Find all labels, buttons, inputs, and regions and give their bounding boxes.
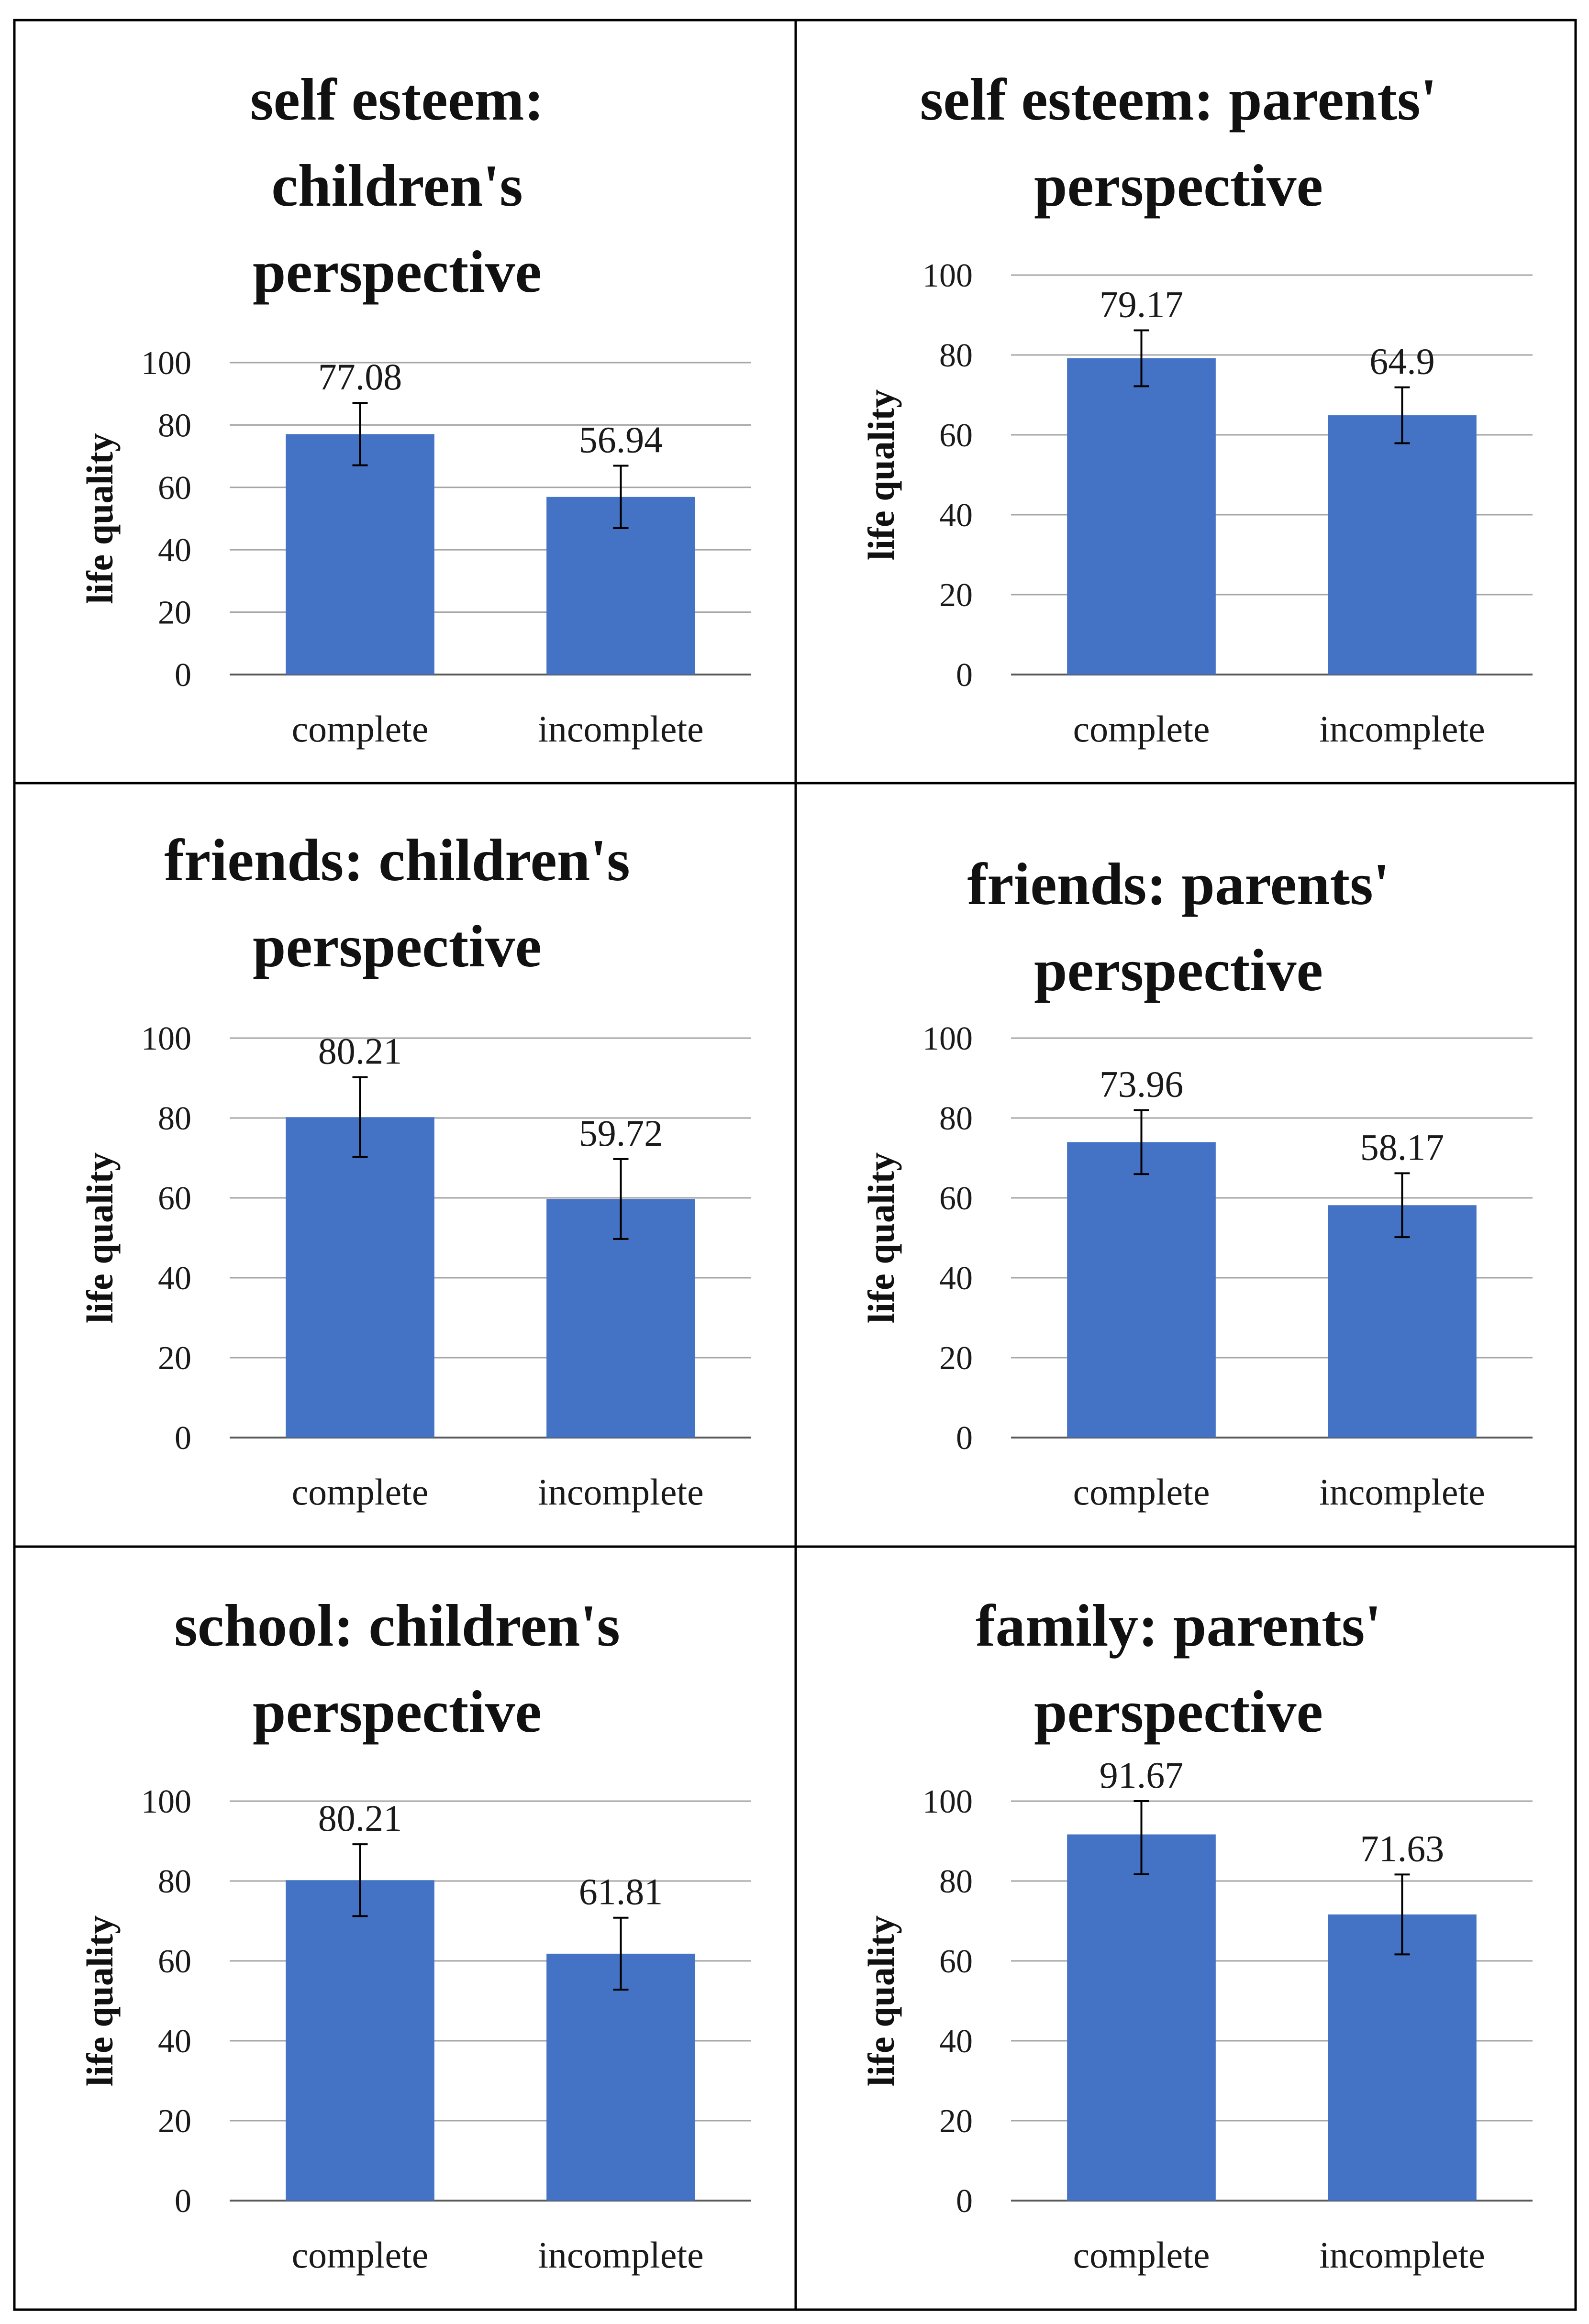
x-category-label: complete — [292, 1471, 429, 1513]
y-axis-label: life quality — [79, 1152, 121, 1324]
y-tick-label: 20 — [939, 1340, 973, 1377]
x-category-label: complete — [292, 2234, 429, 2276]
y-tick-label: 20 — [158, 2103, 191, 2140]
x-category-label: complete — [292, 708, 429, 750]
chart-title-line: perspective — [253, 239, 542, 305]
data-label: 64.9 — [1369, 341, 1435, 382]
data-label: 73.96 — [1100, 1063, 1184, 1105]
x-category-label: incomplete — [1319, 2234, 1485, 2276]
data-label: 91.67 — [1100, 1754, 1184, 1796]
y-tick-label: 60 — [158, 1180, 191, 1217]
y-axis-label: life quality — [79, 433, 121, 604]
y-tick-label: 0 — [956, 1420, 973, 1457]
chart-title-line: perspective — [253, 914, 542, 980]
y-tick-label: 60 — [158, 1943, 191, 1980]
chart-title-line: perspective — [1034, 153, 1323, 219]
y-tick-label: 60 — [939, 417, 973, 454]
y-tick-label: 20 — [939, 2103, 973, 2140]
data-label: 79.17 — [1100, 283, 1184, 325]
data-label: 71.63 — [1360, 1827, 1445, 1869]
bar — [286, 1117, 434, 1438]
y-tick-label: 40 — [158, 1260, 191, 1297]
y-tick-label: 0 — [175, 1420, 191, 1457]
bar — [286, 434, 434, 675]
y-tick-label: 0 — [175, 657, 191, 694]
bar — [1328, 1205, 1477, 1438]
y-tick-label: 40 — [158, 2023, 191, 2060]
y-tick-label: 40 — [939, 2023, 973, 2060]
y-tick-label: 80 — [158, 407, 191, 444]
bar — [286, 1880, 434, 2201]
y-axis-label: life quality — [860, 1152, 902, 1324]
bar — [1328, 1914, 1477, 2201]
y-tick-label: 60 — [939, 1180, 973, 1217]
y-tick-label: 80 — [158, 1863, 191, 1900]
x-category-label: incomplete — [1319, 1471, 1485, 1513]
x-category-label: complete — [1073, 708, 1210, 750]
x-category-label: incomplete — [538, 2234, 704, 2276]
y-tick-label: 20 — [158, 595, 191, 631]
y-tick-label: 40 — [939, 1260, 973, 1297]
y-tick-label: 0 — [956, 657, 973, 694]
y-tick-label: 100 — [141, 1783, 191, 1820]
chart-title-line: perspective — [253, 1679, 542, 1745]
y-axis-label: life quality — [860, 1915, 902, 2087]
x-category-label: incomplete — [1319, 708, 1485, 750]
y-axis-label: life quality — [860, 389, 902, 561]
data-label: 80.21 — [318, 1797, 402, 1839]
bar — [1067, 1834, 1216, 2201]
bar — [1067, 358, 1216, 675]
data-label: 80.21 — [318, 1030, 402, 1072]
y-tick-label: 80 — [939, 1863, 973, 1900]
x-category-label: complete — [1073, 2234, 1210, 2276]
y-tick-label: 100 — [141, 1020, 191, 1057]
y-tick-label: 100 — [922, 257, 973, 294]
chart-title-line: self esteem: parents' — [920, 67, 1437, 133]
y-tick-label: 80 — [158, 1100, 191, 1137]
y-tick-label: 20 — [939, 577, 973, 614]
chart-title-line: perspective — [1034, 1679, 1323, 1745]
x-category-label: incomplete — [538, 708, 704, 750]
bar — [1328, 415, 1477, 675]
y-tick-label: 100 — [922, 1783, 973, 1820]
chart-title-line: children's — [271, 153, 523, 219]
chart-title-line: friends: parents' — [967, 852, 1389, 918]
y-tick-label: 80 — [939, 337, 973, 374]
data-label: 58.17 — [1360, 1126, 1445, 1168]
data-label: 61.81 — [579, 1871, 663, 1913]
bar — [1067, 1142, 1216, 1438]
y-tick-label: 80 — [939, 1100, 973, 1137]
chart-title-line: friends: children's — [164, 828, 630, 894]
y-tick-label: 40 — [939, 497, 973, 534]
y-tick-label: 0 — [956, 2183, 973, 2220]
y-axis-label: life quality — [79, 1915, 121, 2087]
y-tick-label: 100 — [922, 1020, 973, 1057]
y-tick-label: 60 — [939, 1943, 973, 1980]
y-tick-label: 60 — [158, 470, 191, 507]
chart-title-line: self esteem: — [250, 67, 544, 133]
chart-title-line: perspective — [1034, 938, 1323, 1004]
y-tick-label: 20 — [158, 1340, 191, 1377]
y-tick-label: 40 — [158, 532, 191, 569]
y-tick-label: 0 — [175, 2183, 191, 2220]
x-category-label: incomplete — [538, 1471, 704, 1513]
data-label: 59.72 — [579, 1112, 663, 1154]
data-label: 77.08 — [318, 356, 402, 398]
chart-title-line: family: parents' — [976, 1593, 1381, 1659]
data-label: 56.94 — [579, 419, 663, 461]
y-tick-label: 100 — [141, 345, 191, 382]
chart-title-line: school: children's — [174, 1593, 620, 1659]
bar — [546, 1953, 695, 2201]
x-category-label: complete — [1073, 1471, 1210, 1513]
